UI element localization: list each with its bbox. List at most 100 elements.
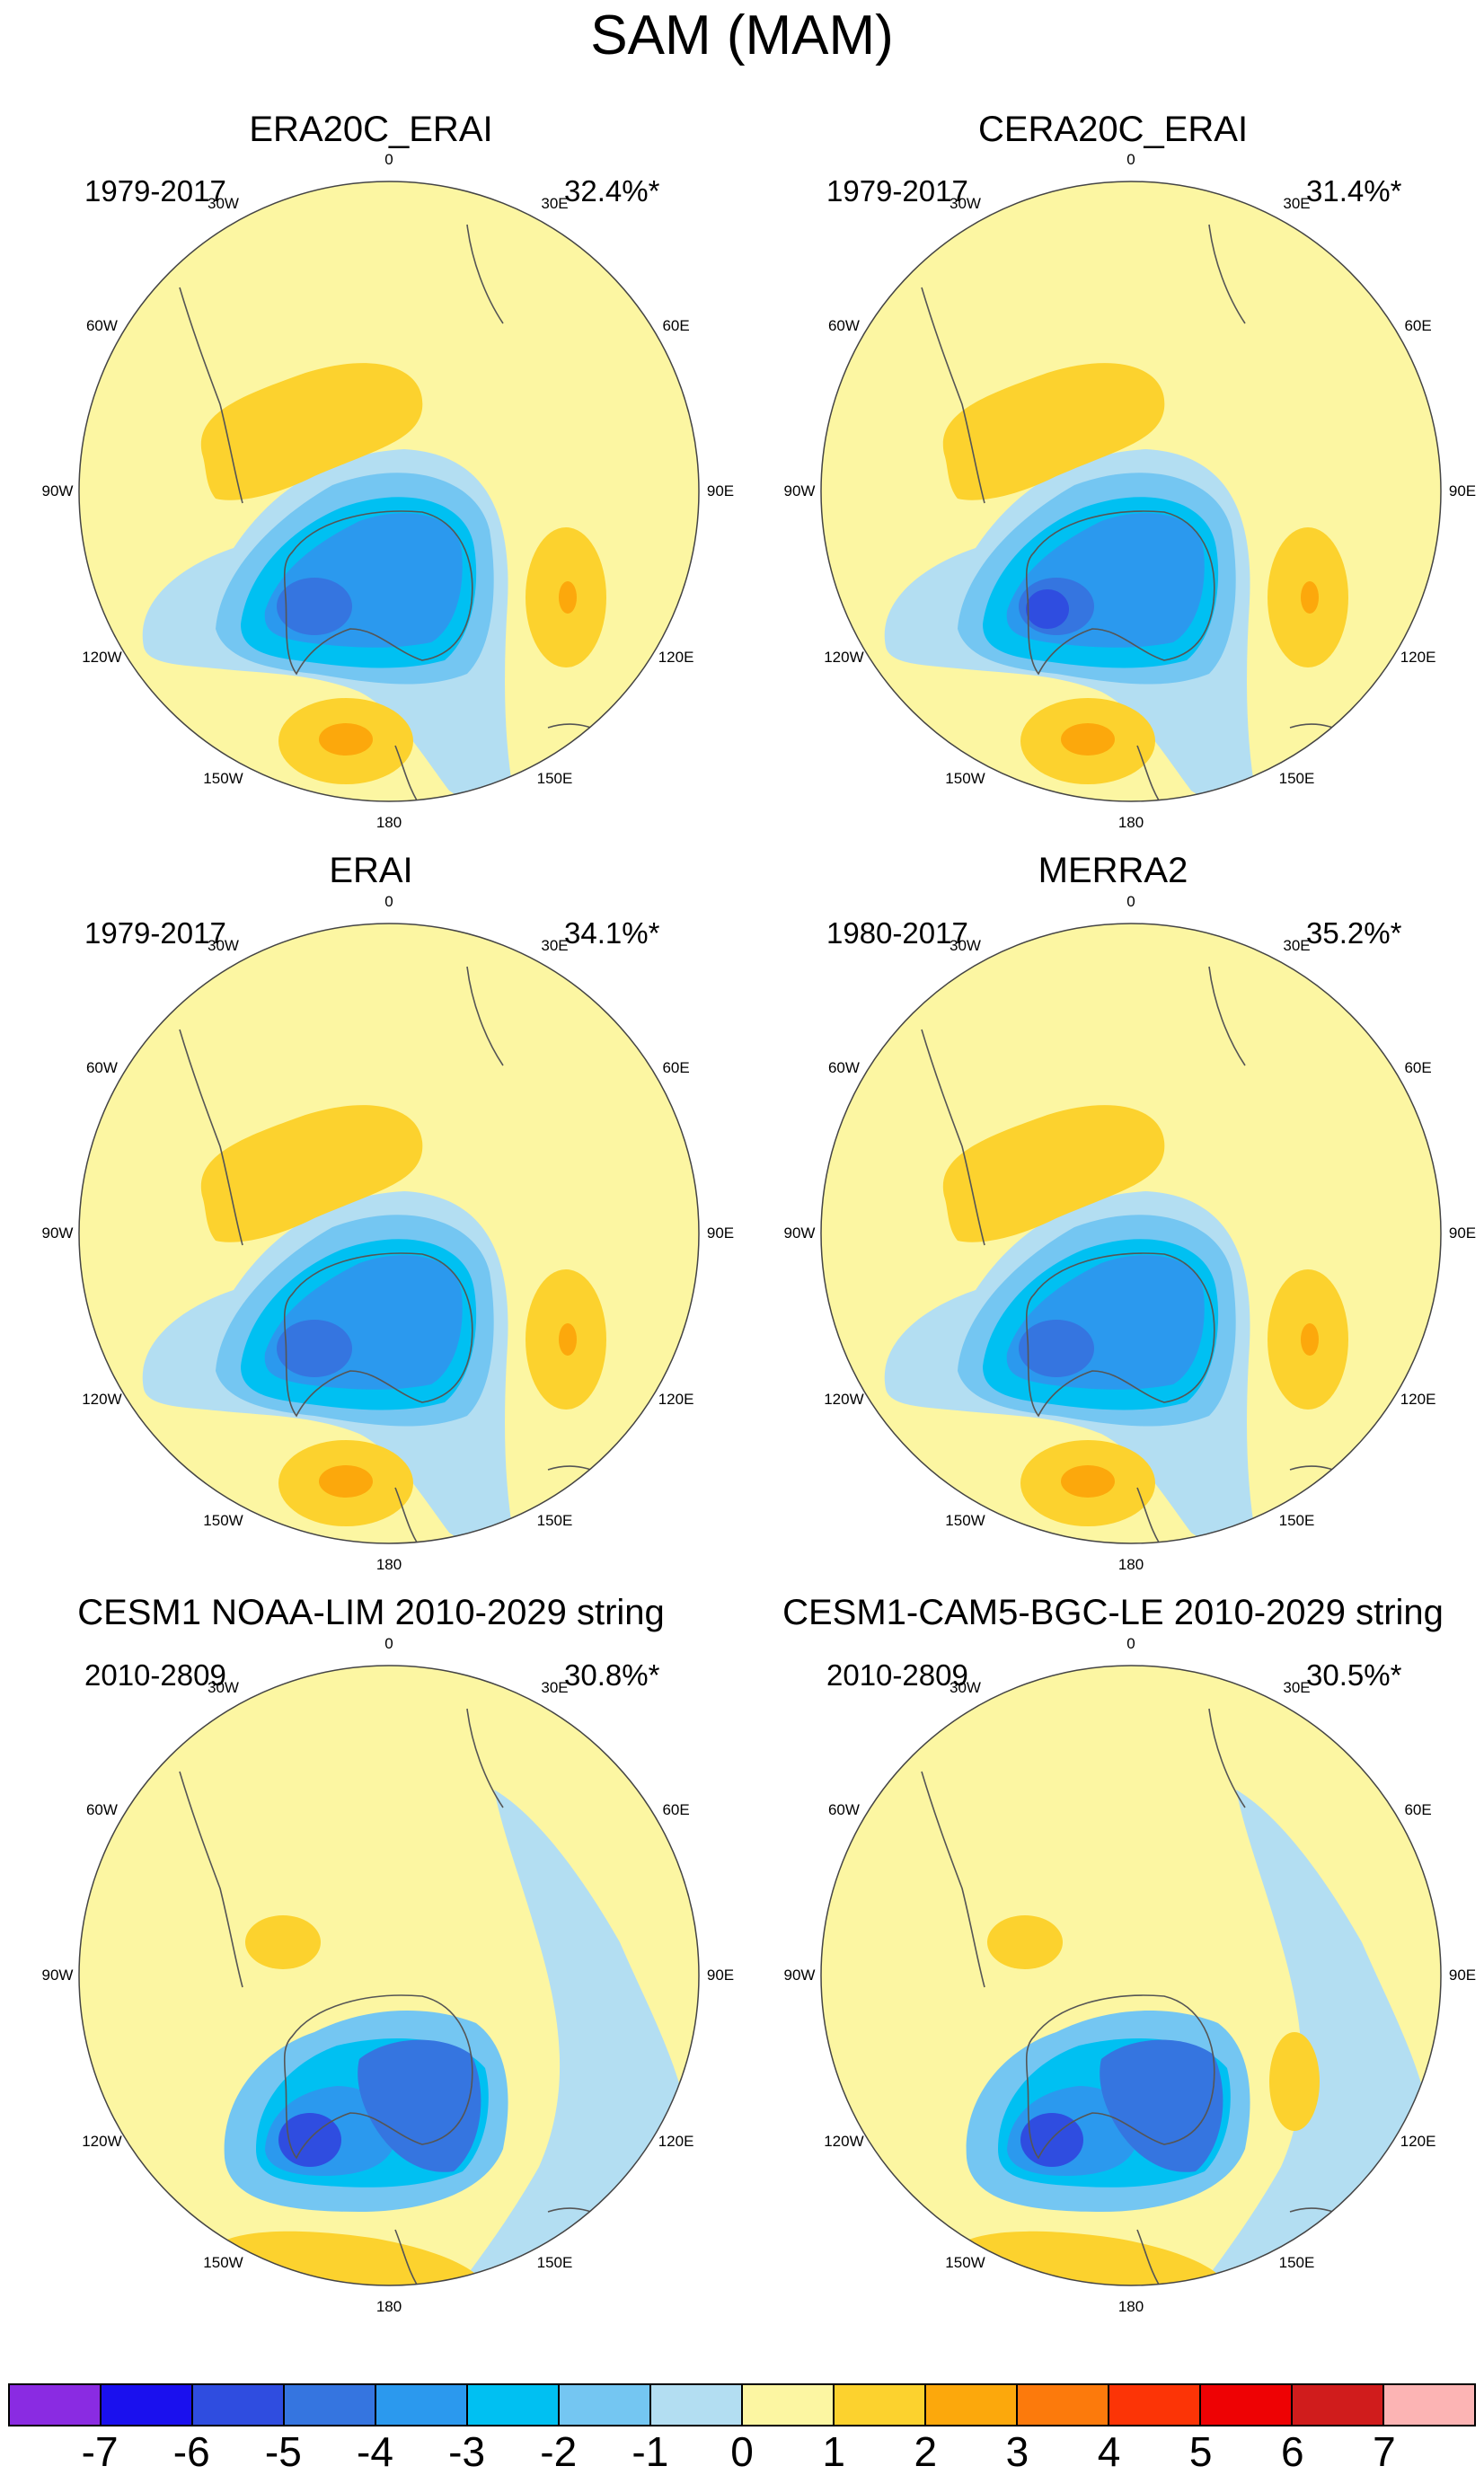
longitude-label: 60E bbox=[662, 1800, 690, 1818]
longitude-label: 150E bbox=[1278, 1511, 1315, 1529]
longitude-label: 150W bbox=[203, 1511, 243, 1529]
longitude-label: 150W bbox=[203, 2253, 243, 2271]
longitude-label: 60W bbox=[827, 1058, 860, 1076]
longitude-label: 30E bbox=[1283, 937, 1311, 955]
polar-map bbox=[820, 1665, 1442, 2286]
longitude-label: 150E bbox=[536, 1511, 573, 1529]
coastline bbox=[921, 966, 1365, 1543]
longitude-label: 180 bbox=[375, 814, 402, 831]
longitude-label: 120E bbox=[658, 648, 694, 666]
colorbar-box bbox=[193, 2385, 285, 2425]
panel-title: ERAI bbox=[329, 851, 413, 890]
longitude-label: 150W bbox=[203, 769, 243, 787]
figure-title: SAM (MAM) bbox=[590, 4, 894, 66]
longitude-label: 60E bbox=[1404, 1058, 1432, 1076]
colorbar-tick-label: -3 bbox=[448, 2428, 486, 2475]
anomaly-contour bbox=[319, 1465, 373, 1498]
anomaly-contour bbox=[1301, 581, 1319, 614]
longitude-label: 120W bbox=[824, 648, 864, 666]
anomaly-contour bbox=[1301, 1323, 1319, 1356]
longitude-label: 150W bbox=[945, 2253, 985, 2271]
panel-years: 1979-2017 bbox=[826, 174, 968, 208]
longitude-label: 60E bbox=[1404, 1800, 1432, 1818]
longitude-label: 60W bbox=[85, 316, 118, 334]
longitude-label: 180 bbox=[1117, 1556, 1144, 1573]
colorbar-tick-label: -1 bbox=[632, 2428, 669, 2475]
longitude-label: 90E bbox=[706, 1967, 735, 1984]
longitude-label: 90E bbox=[706, 1224, 735, 1242]
panel-title: MERRA2 bbox=[1038, 851, 1188, 890]
colorbar-tick-label: 4 bbox=[1097, 2428, 1121, 2475]
explained-variance: 32.4%* bbox=[564, 174, 660, 208]
longitude-label: 30W bbox=[208, 195, 239, 213]
longitude-label: 30W bbox=[950, 937, 981, 955]
anomaly-contour bbox=[358, 2039, 481, 2172]
colorbar-box bbox=[102, 2385, 193, 2425]
longitude-label: 90E bbox=[706, 482, 735, 499]
longitude-label: 60W bbox=[827, 316, 860, 334]
explained-variance: 30.8%* bbox=[564, 1658, 660, 1692]
anomaly-contour bbox=[277, 578, 352, 635]
longitude-label: 90E bbox=[1448, 1224, 1477, 1242]
colorbar-tick-label: -2 bbox=[540, 2428, 578, 2475]
map-panel: ERA20C_ERAI 1979-2017 32.4%* 0 30E 60E 90E 120E… bbox=[0, 99, 742, 841]
colorbar-tick-label: 2 bbox=[914, 2428, 938, 2475]
anomaly-contour bbox=[200, 363, 423, 500]
colorbar-box bbox=[560, 2385, 651, 2425]
panel-years: 1979-2017 bbox=[84, 174, 226, 208]
colorbar-box bbox=[651, 2385, 743, 2425]
map-border bbox=[78, 1665, 700, 2286]
map-border bbox=[78, 923, 700, 1544]
longitude-label: 30W bbox=[950, 1679, 981, 1697]
longitude-label: 90W bbox=[41, 1967, 74, 1984]
map-border bbox=[820, 1665, 1442, 2286]
map-panel: CESM1 NOAA-LIM 2010-2029 string 2010-2809… bbox=[0, 1583, 742, 2325]
colorbar-tick-label: 0 bbox=[730, 2428, 754, 2475]
map-panel: CESM1-CAM5-BGC-LE 2010-2029 string 2010-2… bbox=[742, 1583, 1484, 2325]
longitude-label: 30W bbox=[208, 937, 239, 955]
colorbar bbox=[8, 2383, 1476, 2426]
longitude-label: 30W bbox=[208, 1679, 239, 1697]
longitude-label: 90W bbox=[783, 1224, 816, 1242]
longitude-label: 60W bbox=[827, 1800, 860, 1818]
explained-variance: 31.4%* bbox=[1306, 174, 1402, 208]
panel-title: CESM1-CAM5-BGC-LE 2010-2029 string bbox=[782, 1593, 1444, 1632]
anomaly-contour bbox=[207, 2231, 490, 2285]
longitude-label: 180 bbox=[1117, 814, 1144, 831]
map-panel: ERAI 1979-2017 34.1%* 0 30E 60E 90E 120E 150E 180… bbox=[0, 841, 742, 1583]
longitude-label: 120E bbox=[658, 2132, 694, 2150]
longitude-label: 60E bbox=[662, 316, 690, 334]
longitude-label: 0 bbox=[384, 893, 393, 910]
longitude-label: 180 bbox=[375, 2298, 402, 2315]
coastline bbox=[179, 224, 623, 801]
longitude-label: 0 bbox=[1126, 893, 1135, 910]
colorbar-box bbox=[926, 2385, 1018, 2425]
anomaly-contour bbox=[245, 1915, 321, 1969]
anomaly-contour bbox=[1100, 2039, 1223, 2172]
longitude-label: 30E bbox=[541, 1679, 569, 1697]
colorbar-tick-label: 7 bbox=[1373, 2428, 1396, 2475]
longitude-label: 150W bbox=[945, 1511, 985, 1529]
anomaly-contour bbox=[942, 1105, 1165, 1242]
longitude-label: 90W bbox=[41, 1224, 74, 1242]
longitude-label: 150E bbox=[1278, 769, 1315, 787]
longitude-label: 150E bbox=[536, 2253, 573, 2271]
longitude-label: 90W bbox=[783, 1967, 816, 1984]
colorbar-box bbox=[1201, 2385, 1293, 2425]
panel-years: 1979-2017 bbox=[84, 916, 226, 950]
polar-map bbox=[820, 181, 1442, 802]
longitude-label: 60E bbox=[1404, 316, 1432, 334]
panel-years: 1980-2017 bbox=[826, 916, 968, 950]
colorbar-box bbox=[1109, 2385, 1201, 2425]
longitude-label: 150W bbox=[945, 769, 985, 787]
panel-title: CESM1 NOAA-LIM 2010-2029 string bbox=[77, 1593, 665, 1632]
colorbar-tick-label: 6 bbox=[1280, 2428, 1304, 2475]
anomaly-contour bbox=[1026, 589, 1069, 629]
coastline bbox=[179, 966, 623, 1543]
colorbar-tick-label: 5 bbox=[1188, 2428, 1213, 2475]
anomaly-contour bbox=[949, 2231, 1232, 2285]
anomaly-contour bbox=[277, 1320, 352, 1377]
map-border bbox=[820, 181, 1442, 802]
longitude-label: 150E bbox=[536, 769, 573, 787]
longitude-label: 30E bbox=[1283, 1679, 1311, 1697]
